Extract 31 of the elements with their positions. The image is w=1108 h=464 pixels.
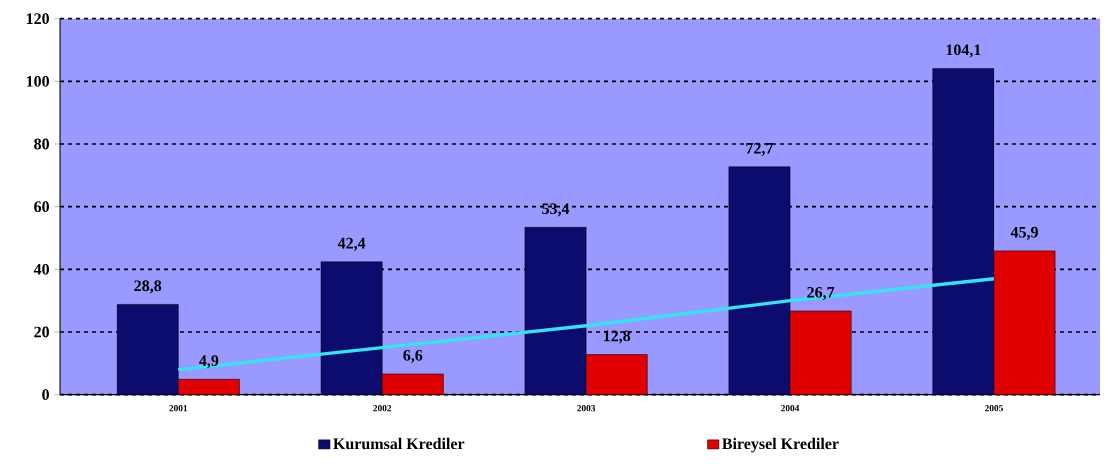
y-tick-label: 0 [42,389,49,401]
data-label: 12,8 [603,330,631,344]
y-tick-label: 80 [34,138,49,150]
data-label: 53,4 [542,203,570,217]
x-tick-label: 2002 [373,405,392,412]
data-label: 4,9 [199,355,219,369]
bar [178,379,240,395]
x-tick-label: 2005 [985,405,1003,412]
x-tick-label: 2001 [169,405,188,412]
data-label: 6,6 [403,349,423,364]
legend-label: Bireysel Krediler [722,437,839,453]
x-tick-label: 2004 [781,405,800,412]
y-tick-label: 120 [26,13,49,25]
bar [320,261,383,395]
bar [932,68,995,395]
legend-label: Kurumsal Krediler [333,437,465,450]
bar [116,304,179,395]
line-series [176,277,996,372]
data-label: 26,7 [807,286,835,301]
data-label: 42,4 [337,237,366,251]
data-label: 72,7 [746,142,774,156]
y-tick-label: 20 [34,326,49,338]
bar [524,227,587,395]
x-tick-label: 2003 [577,405,596,412]
data-label: 45,9 [1010,226,1038,240]
y-tick-label: 100 [26,75,49,87]
bar [728,166,791,395]
y-tick-label: 60 [34,201,49,213]
data-label: 104,1 [946,44,981,58]
data-label: 28,8 [134,280,162,294]
y-tick-label: 40 [33,263,49,275]
